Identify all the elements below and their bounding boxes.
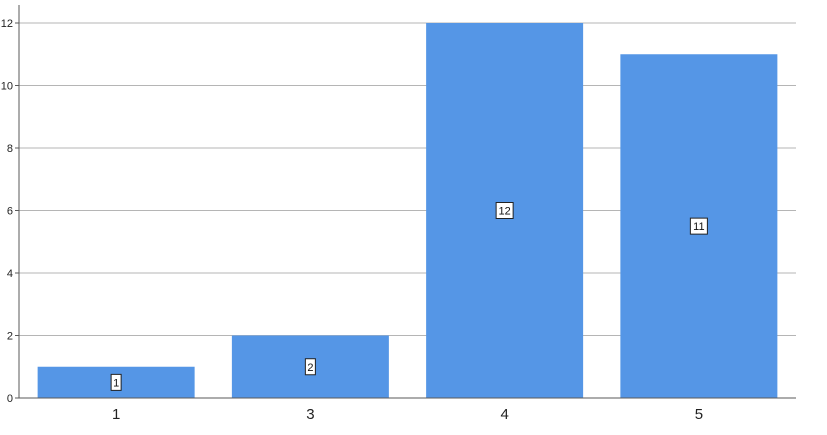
y-tick-label: 8 (7, 143, 13, 155)
data-label-box (110, 373, 122, 391)
y-tick-label: 2 (7, 331, 13, 343)
x-tick-label: 5 (695, 406, 703, 423)
x-tick-label: 4 (500, 406, 508, 423)
data-label: 12 (499, 206, 511, 218)
data-label: 11 (693, 221, 704, 233)
y-tick-label: 12 (1, 18, 13, 30)
y-tick-label: 10 (1, 81, 13, 93)
data-label-box (689, 217, 708, 235)
data-label-box (304, 358, 316, 376)
y-tick-label: 6 (7, 206, 13, 218)
y-tick-label: 4 (7, 268, 13, 280)
data-label-box (495, 202, 514, 219)
y-tick-label: 0 (7, 393, 13, 405)
x-tick-label: 3 (306, 406, 314, 423)
x-tick-label: 1 (112, 406, 120, 423)
data-label: 1 (113, 377, 119, 389)
data-label: 2 (307, 362, 313, 374)
